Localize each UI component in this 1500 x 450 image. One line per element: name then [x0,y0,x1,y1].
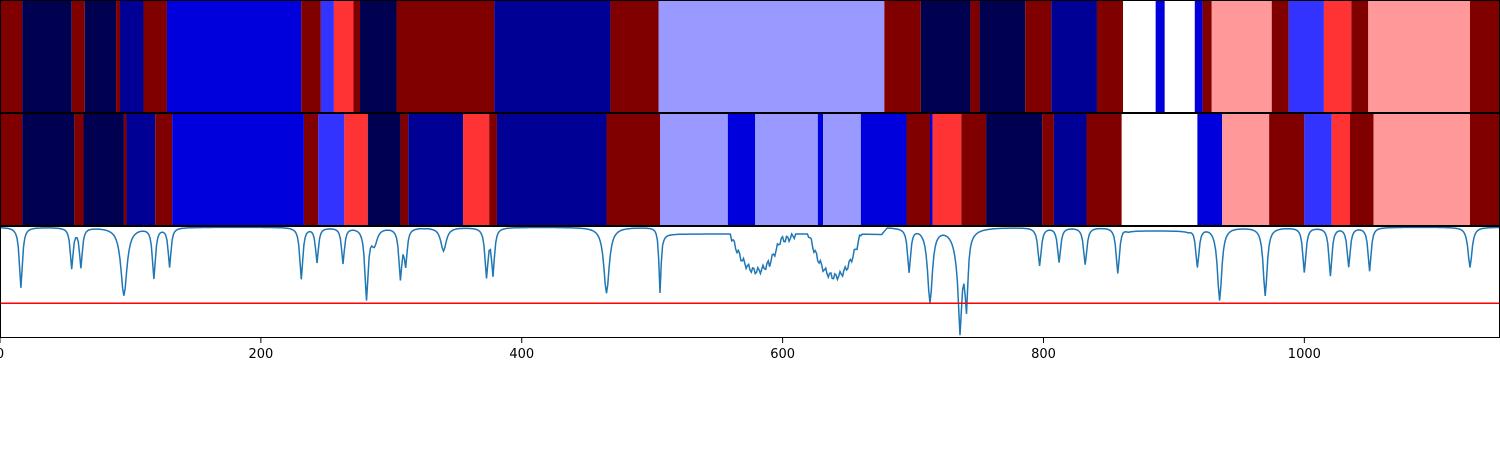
heatmap-segment [1053,113,1087,226]
heatmap-segment [1331,113,1350,226]
heatmap-segment [396,0,495,113]
x-tick-label: 400 [509,347,534,362]
heatmap-segment [1269,113,1305,226]
heatmap-segment [116,0,120,113]
x-tick-label: 800 [1031,347,1056,362]
heatmap-segment [606,113,660,226]
heatmap-segment [344,113,368,226]
heatmap-segment [1025,0,1052,113]
heatmap-segment [884,0,921,113]
heatmap-segment [83,113,124,226]
heatmap-segment [1350,113,1374,226]
heatmap-segment [970,0,980,113]
heatmap-segment [658,0,885,113]
heatmap-segment [0,0,23,113]
heatmap-segment [823,113,861,226]
heatmap-segment [320,0,334,113]
heatmap-segment [71,0,85,113]
heatmap-segment [1351,0,1369,113]
heatmap-segment [755,113,818,226]
signal-line [0,226,1500,336]
heatmap-segment [920,0,971,113]
heatmap-segment [1222,113,1270,226]
heatmap-segment [1304,113,1332,226]
x-tick-label: 0 [0,347,4,362]
x-tick-label: 600 [770,347,795,362]
heatmap-segment [1164,0,1195,113]
heatmap-segment [22,0,72,113]
heatmap-segment [360,0,397,113]
heatmap-segment [1323,0,1352,113]
heatmap-segment [932,113,962,226]
heatmap-segment [166,0,302,113]
heatmap-segment [318,113,345,226]
heatmap-segment [1123,0,1156,113]
heatmap-segment [906,113,930,226]
heatmap-segment [1288,0,1324,113]
heatmap-segment [961,113,987,226]
heatmap-segment [1042,113,1054,226]
heatmap-segment [860,113,907,226]
heatmap-segment [400,113,409,226]
heatmap-segment [489,113,497,226]
heatmap-segment [727,113,756,226]
heatmap-segment [1202,0,1212,113]
heatmap-segment [496,113,607,226]
heatmap-segment [986,113,1043,226]
heatmap-segment [1211,0,1272,113]
signal-panel [0,226,1500,336]
heatmap-segment [1470,113,1500,226]
x-tick-label: 1000 [1288,347,1321,362]
heatmap-segment [155,113,173,226]
heatmap-segment [84,0,117,113]
heatmap-segment [1271,0,1289,113]
heatmap-segment [126,113,156,226]
heatmap-segment [303,113,319,226]
heatmap-segment [1155,0,1165,113]
heatmap-segment [1470,0,1500,113]
heatmap-segment [979,0,1026,113]
heatmap-segment [353,0,360,113]
heatmap-segment [1051,0,1097,113]
heatmap-segment [301,0,321,113]
heatmap-segment [817,113,824,226]
heatmap-segment [74,113,84,226]
heatmap-segment [463,113,490,226]
heatmap-segment [1194,0,1203,113]
heatmap-segment [1373,113,1470,226]
heatmap-segment [120,0,144,113]
panel-frame [0,226,1500,338]
heatmap-segment [143,0,167,113]
heatmap-segment [1368,0,1470,113]
heatmap-segment [610,0,659,113]
heatmap-segment [123,113,127,226]
heatmap-segment [367,113,401,226]
heatmap-segment [333,0,354,113]
heatmap-segment [0,113,23,226]
heatmap-segment [172,113,304,226]
x-axis: 0 200 400 600 800 1000 [0,338,1321,362]
heatmap-segment [494,0,611,113]
heatmap-segment [1197,113,1223,226]
heatmap-segment [22,113,75,226]
heatmap-segment [1086,113,1122,226]
heatmap-segment [1121,113,1198,226]
heatmap-segment [408,113,464,226]
heatmap-tracks [0,0,1500,226]
heatmap-segment [1096,0,1124,113]
heatmap-segment [930,113,933,226]
heatmap-segment [660,113,728,226]
x-tick-label: 200 [248,347,273,362]
